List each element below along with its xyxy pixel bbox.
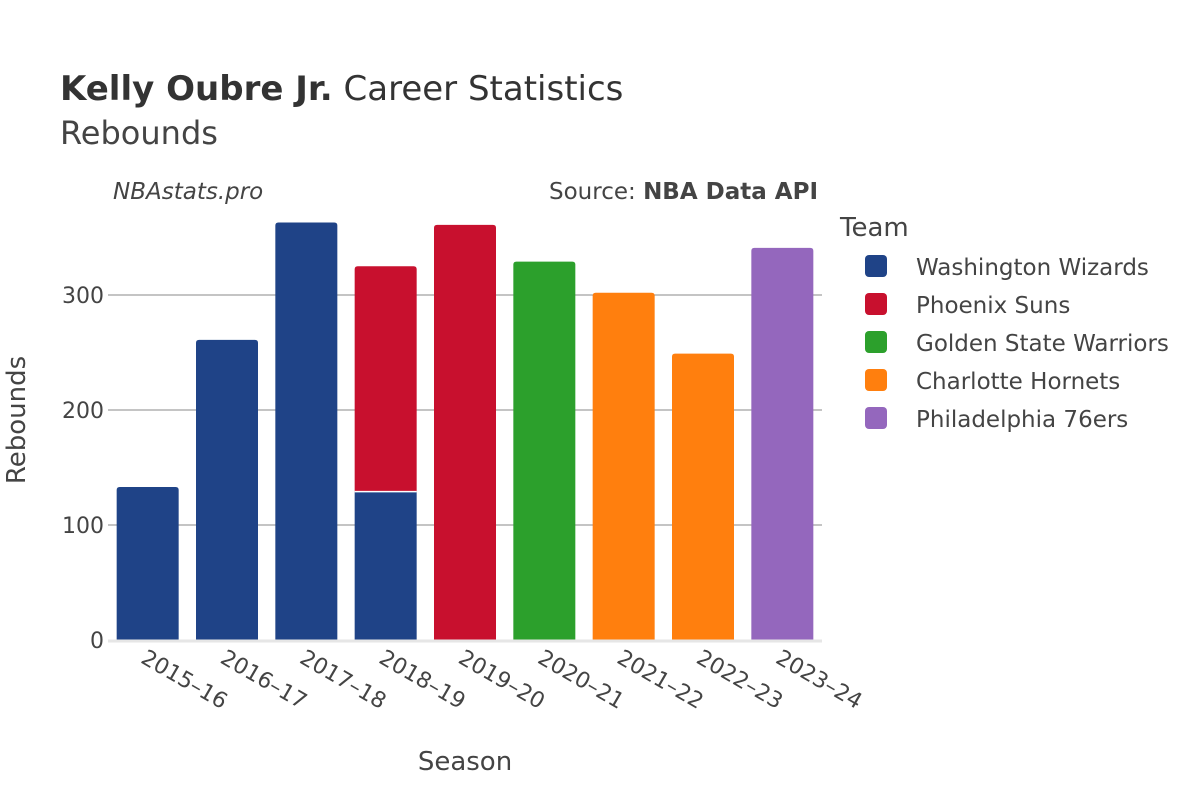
player-name: Kelly Oubre Jr. [60,69,333,109]
bar-2022–23-charlotte-hornets [672,353,734,640]
y-axis-title: Rebounds [2,356,32,484]
legend-swatch [865,255,887,277]
x-tick-label: 2021–22 [613,646,708,715]
legend-label: Phoenix Suns [916,293,1070,319]
bar-2016–17-washington-wizards [196,339,258,640]
source-prefix: Source: [549,179,636,205]
watermark: NBAstats.pro [113,179,263,205]
legend-label: Charlotte Hornets [916,369,1120,395]
x-tick-label: 2022–23 [692,646,787,715]
bars [116,222,814,641]
y-tick-label: 300 [62,284,104,309]
legend-swatch [865,293,887,315]
bar-2015–16-washington-wizards [116,487,179,640]
chart-subtitle: Rebounds [60,114,218,152]
bar-2018–19-phoenix-suns [354,266,417,492]
x-tick-label: 2019–20 [454,646,549,715]
legend: Washington Wizards Phoenix Suns Golden Sta… [865,255,1169,433]
x-tick-label: 2020–21 [533,646,628,715]
legend-label: Philadelphia 76ers [916,407,1128,433]
x-tick-label: 2018–19 [375,646,470,715]
chart-title: Kelly Oubre Jr. Career Statistics [60,69,623,109]
legend-swatch [865,331,887,353]
x-tick-label: 2017–18 [295,646,390,715]
source-note: Source: NBA Data API [549,179,818,205]
legend-label: Washington Wizards [916,255,1149,281]
legend-title: Team [839,213,909,243]
x-axis-title: Season [418,747,512,777]
bar-2018–19-washington-wizards [354,491,417,640]
x-tick-label: 2016–17 [216,646,311,715]
title-rest: Career Statistics [344,69,624,109]
y-tick-label: 100 [62,514,104,539]
bar-2021–22-charlotte-hornets [592,292,655,640]
x-tick-label: 2015–16 [137,646,232,715]
source-name: NBA Data API [643,179,818,205]
bar-2019–20-phoenix-suns [434,224,496,640]
y-tick-label: 200 [62,399,104,424]
x-tick-label: 2023–24 [771,646,866,715]
legend-swatch [865,369,887,391]
bar-2017–18-washington-wizards [275,222,338,641]
bar-2020–21-golden-state-warriors [513,261,576,640]
legend-label: Golden State Warriors [916,331,1169,357]
bar-2023–24-philadelphia-76ers [751,247,814,640]
y-tick-label: 0 [90,629,104,654]
legend-swatch [865,407,887,429]
